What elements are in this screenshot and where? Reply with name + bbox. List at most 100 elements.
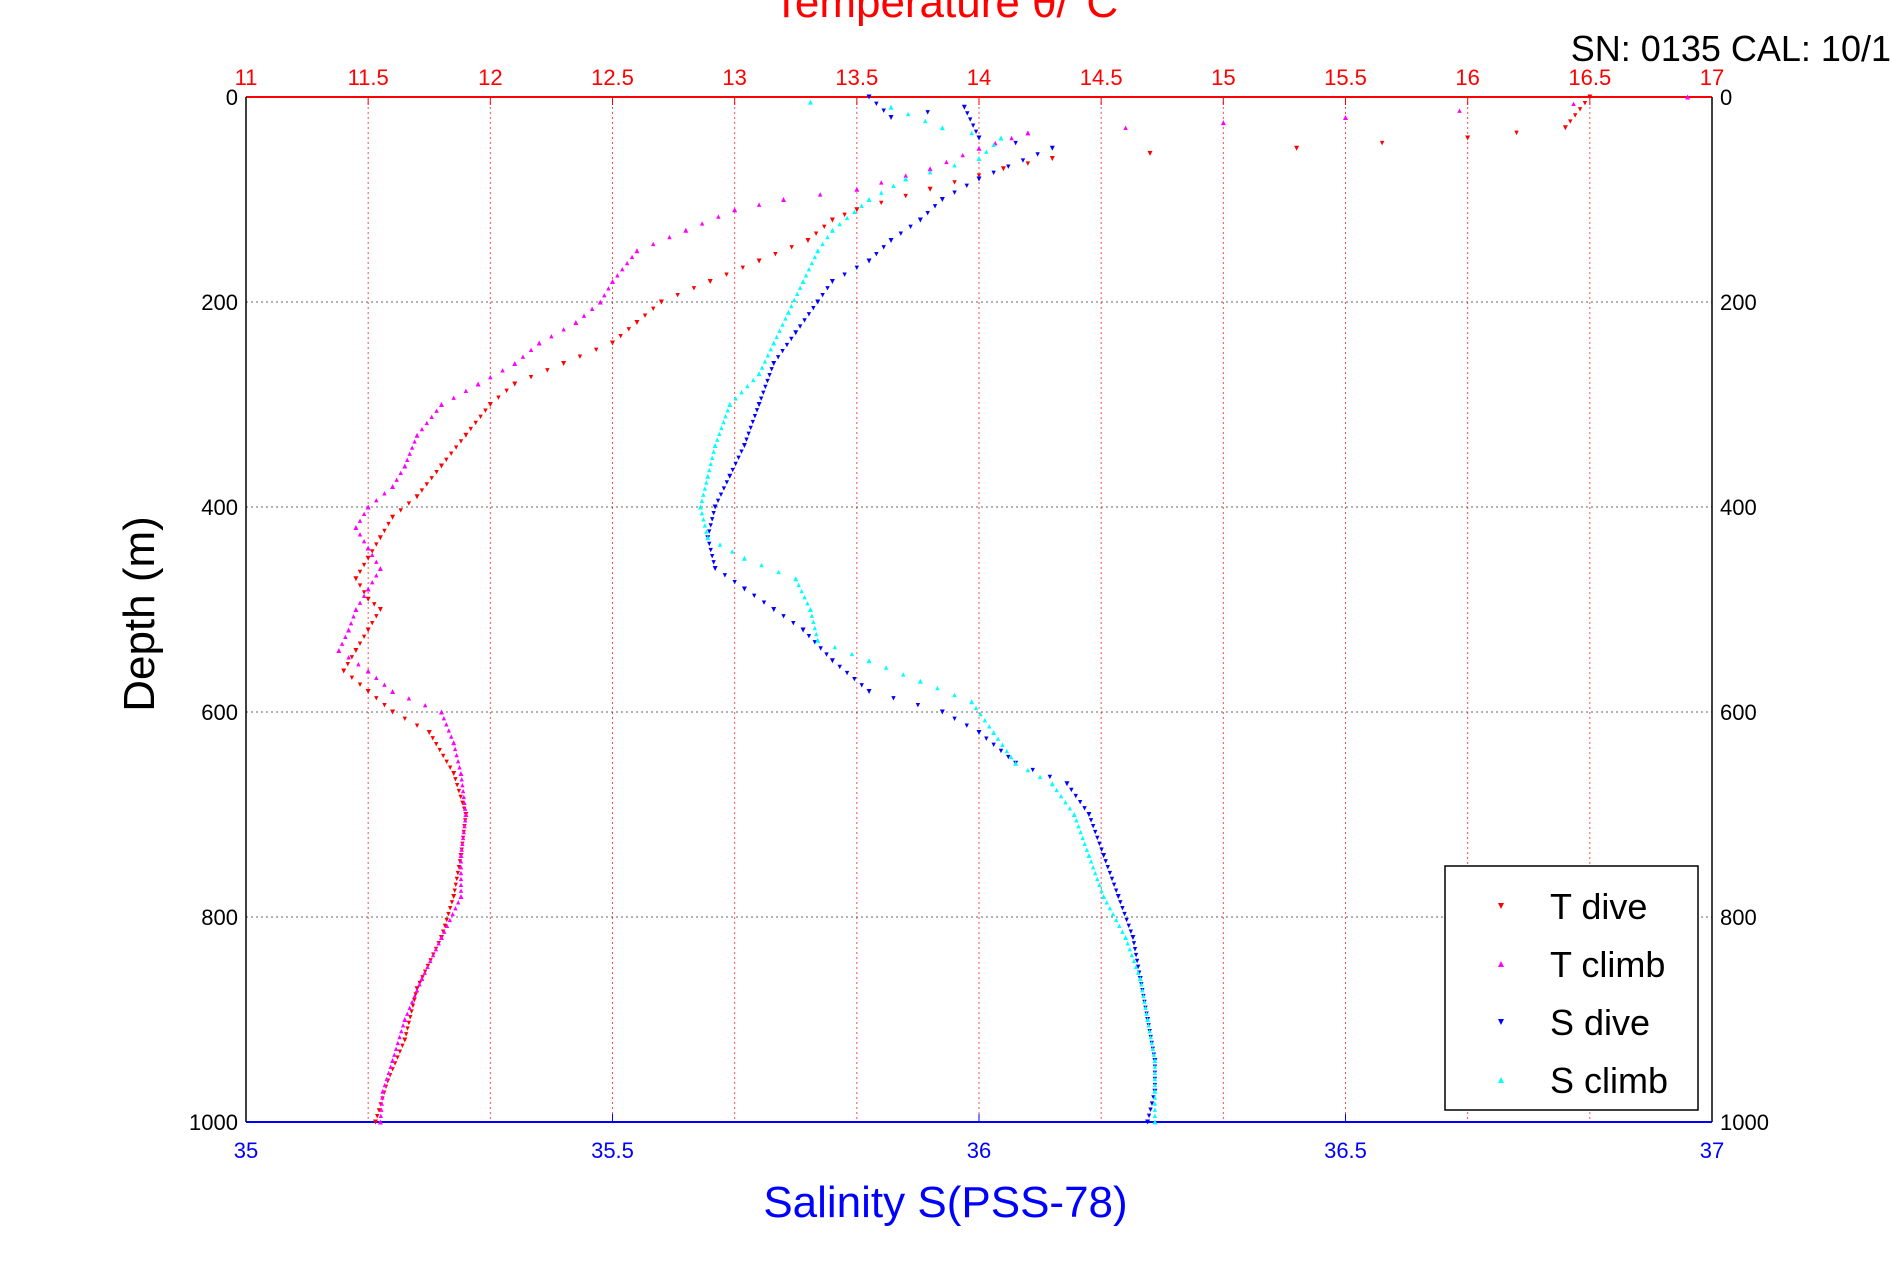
s-dive-point xyxy=(1145,1119,1151,1125)
s-climb-point xyxy=(829,227,835,233)
temperature-tick-label: 11 xyxy=(235,65,258,90)
s-dive-point xyxy=(1132,947,1138,952)
t-dive-point xyxy=(444,917,449,923)
t-climb-point xyxy=(452,746,458,752)
t-dive-point xyxy=(398,508,403,513)
t-climb-point xyxy=(370,579,375,585)
legend-marker-s-climb xyxy=(1498,1077,1504,1083)
s-climb-point xyxy=(814,631,819,637)
s-climb-point xyxy=(783,316,788,321)
t-climb-point xyxy=(1220,120,1226,126)
t-climb-point xyxy=(602,292,607,298)
t-dive-point xyxy=(1000,166,1006,172)
t-climb-point xyxy=(377,566,383,571)
s-dive-point xyxy=(874,101,879,107)
t-dive-point xyxy=(1025,161,1031,166)
s-dive-point xyxy=(1101,853,1107,858)
t-dive-point xyxy=(460,800,465,805)
s-climb-point xyxy=(812,625,818,631)
s-dive-point xyxy=(711,510,716,516)
temperature-tick-label: 13 xyxy=(722,65,746,90)
t-climb-point xyxy=(458,882,464,887)
t-climb-point xyxy=(573,320,579,325)
s-climb-point xyxy=(815,637,821,643)
s-dive-point xyxy=(1130,935,1136,940)
t-dive-point xyxy=(453,777,458,782)
t-climb-point xyxy=(436,941,441,946)
t-dive-point xyxy=(483,408,488,413)
s-dive-point xyxy=(1095,835,1100,841)
t-dive-point xyxy=(512,381,518,387)
t-dive-point xyxy=(377,535,383,541)
t-climb-point xyxy=(903,173,908,178)
s-dive-point xyxy=(917,217,923,223)
s-climb-point xyxy=(1110,911,1116,917)
s-climb-point xyxy=(1142,999,1147,1005)
s-dive-point xyxy=(763,384,768,390)
t-dive-point xyxy=(1582,100,1588,106)
s-dive-point xyxy=(844,670,850,676)
s-dive-point xyxy=(1128,929,1134,934)
s-climb-point xyxy=(991,730,997,735)
t-climb-point xyxy=(382,682,387,687)
t-dive-point xyxy=(594,347,599,353)
t-dive-point xyxy=(382,528,387,534)
t-climb-point xyxy=(438,709,444,715)
legend-marker-t-dive xyxy=(1498,903,1504,909)
s-climb-point xyxy=(759,562,764,568)
t-dive-point xyxy=(610,340,615,346)
s-climb-point xyxy=(708,461,713,467)
t-climb-point xyxy=(412,993,417,999)
t-climb-point xyxy=(400,1023,406,1028)
t-dive-point xyxy=(634,320,640,325)
temperature-tick-label: 17 xyxy=(1700,65,1724,90)
s-dive-point xyxy=(915,702,921,708)
t-dive-point xyxy=(842,212,847,218)
t-dive-point xyxy=(1049,156,1055,161)
t-climb-point xyxy=(357,600,363,605)
s-dive-point xyxy=(758,396,764,401)
s-climb-point xyxy=(730,549,735,554)
s-dive-point xyxy=(888,238,894,243)
t-climb-point xyxy=(854,186,860,192)
t-climb-point xyxy=(976,145,982,151)
t-dive-point xyxy=(452,888,457,893)
t-climb-point xyxy=(732,207,738,213)
s-dive-point xyxy=(730,467,735,473)
temperature-tick-label: 16.5 xyxy=(1568,65,1611,90)
t-climb-point xyxy=(716,214,721,219)
t-climb-point xyxy=(386,1070,391,1075)
t-climb-point xyxy=(454,752,459,758)
t-dive-point xyxy=(382,702,387,708)
s-dive-point xyxy=(722,573,728,578)
s-climb-point xyxy=(723,414,728,419)
s-climb-point xyxy=(849,651,855,657)
t-climb-point xyxy=(397,1034,402,1040)
t-dive-point xyxy=(903,193,908,199)
t-dive-point xyxy=(390,514,396,520)
s-climb-point xyxy=(721,419,726,425)
s-climb-point xyxy=(711,449,716,454)
t-dive-point xyxy=(353,576,359,582)
s-climb-point xyxy=(891,183,896,189)
s-climb-point xyxy=(1150,1046,1156,1051)
s-climb-point xyxy=(969,699,975,705)
s-dive-point xyxy=(866,689,872,694)
t-dive-point xyxy=(952,180,957,185)
t-climb-point xyxy=(384,1076,389,1082)
t-dive-point xyxy=(438,463,444,469)
s-climb-point xyxy=(820,241,825,247)
s-dive-point xyxy=(1073,793,1078,799)
s-dive-point xyxy=(721,486,727,491)
s-climb-point xyxy=(1152,1101,1158,1106)
t-dive-point xyxy=(447,906,453,911)
s-climb-point xyxy=(1088,859,1094,864)
s-climb-point xyxy=(901,672,906,677)
s-dive-point xyxy=(1109,876,1115,882)
t-climb-point xyxy=(458,853,464,858)
s-climb-point xyxy=(927,169,933,175)
t-climb-point xyxy=(1571,101,1576,107)
s-climb-point xyxy=(809,260,815,266)
s-dive-point xyxy=(739,449,744,454)
